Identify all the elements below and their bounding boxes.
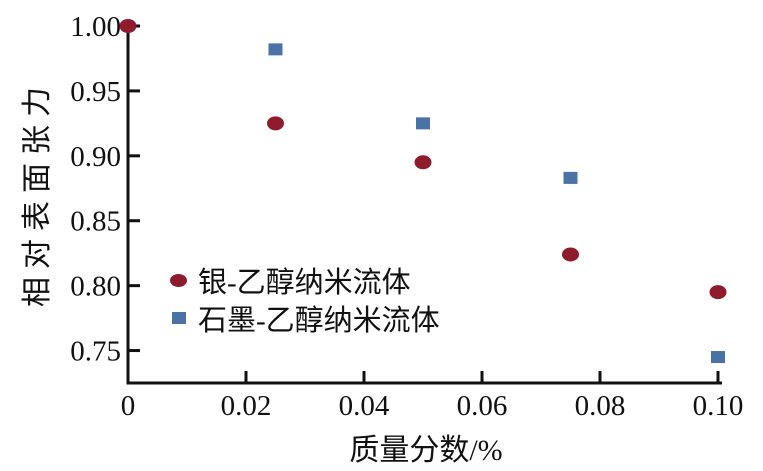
x-tick-label: 0 bbox=[121, 390, 136, 422]
data-point-series1-1 bbox=[416, 117, 430, 130]
data-point-series0-4 bbox=[709, 285, 727, 300]
y-tick-label: 0.85 bbox=[70, 206, 121, 238]
silver-series-marker-icon bbox=[170, 273, 187, 287]
x-tick-label: 0.10 bbox=[693, 390, 744, 422]
x-tick-label: 0.06 bbox=[457, 390, 508, 422]
x-tick-label: 0.04 bbox=[339, 390, 390, 422]
x-tick-label: 0.08 bbox=[575, 390, 626, 422]
data-point-series0-1 bbox=[267, 116, 284, 131]
data-point-series1-3 bbox=[711, 351, 725, 364]
graphite-series-marker-icon bbox=[172, 312, 186, 324]
y-tick-label: 0.80 bbox=[70, 271, 121, 303]
data-point-series1-2 bbox=[563, 171, 578, 184]
data-point-series0-2 bbox=[414, 155, 432, 170]
y-tick-label: 0.95 bbox=[70, 76, 121, 108]
legend-label-silver: 银-乙醇纳米流体 bbox=[198, 267, 411, 299]
legend: 银-乙醇纳米流体 石墨-乙醇纳米流体 bbox=[170, 261, 440, 337]
data-point-series1-0 bbox=[268, 43, 283, 56]
x-tick-label: 0.02 bbox=[221, 390, 272, 422]
y-tick-label: 0.75 bbox=[70, 336, 121, 368]
y-axis-title: 相对表面张力 bbox=[21, 79, 54, 307]
y-tick-label: 0.90 bbox=[70, 141, 121, 173]
legend-item-silver: 银-乙醇纳米流体 bbox=[170, 261, 440, 299]
legend-item-graphite: 石墨-乙醇纳米流体 bbox=[170, 299, 440, 337]
data-point-series0-3 bbox=[562, 247, 579, 262]
legend-label-graphite: 石墨-乙醇纳米流体 bbox=[198, 305, 440, 337]
y-tick-label: 1.00 bbox=[70, 11, 121, 43]
data-point-series0-0 bbox=[119, 19, 137, 33]
x-axis-title: 质量分数/% bbox=[349, 434, 503, 467]
